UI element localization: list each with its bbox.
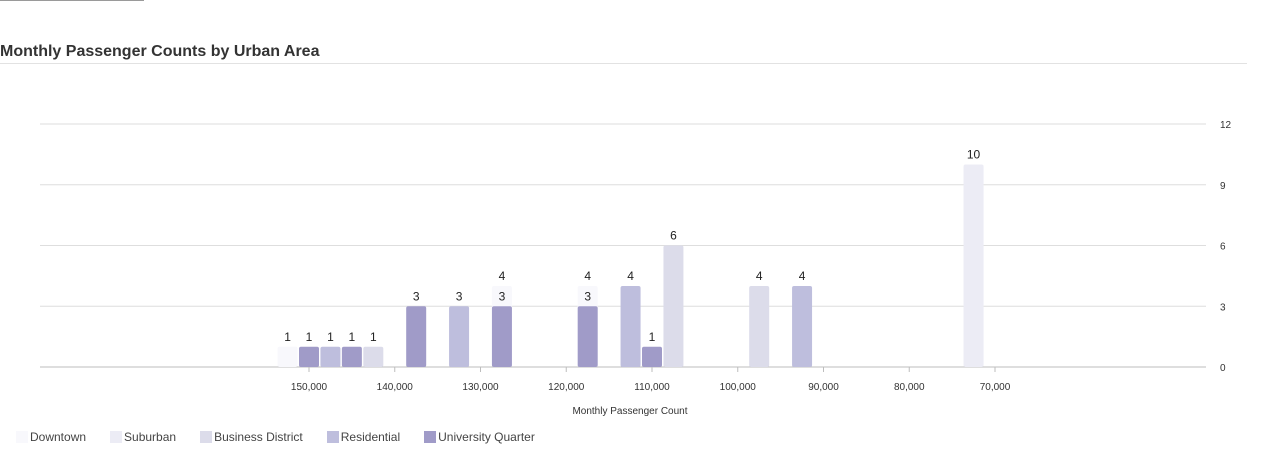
y-tick-label: 12 (1220, 120, 1232, 131)
data-label: 1 (327, 330, 334, 344)
legend-item: Business District (200, 430, 303, 444)
data-label: 4 (499, 269, 506, 283)
bar (341, 346, 362, 367)
x-tick-label: 130,000 (462, 382, 499, 393)
y-tick-label: 6 (1220, 242, 1226, 253)
bar (320, 346, 341, 367)
data-label: 1 (649, 330, 656, 344)
bar (642, 346, 662, 367)
legend-swatch (110, 431, 123, 443)
x-tick-label: 120,000 (548, 382, 585, 393)
data-label: 1 (370, 330, 377, 344)
legend-label: Residential (340, 430, 401, 444)
x-tick-label: 100,000 (720, 382, 757, 393)
data-label: 3 (456, 289, 463, 303)
data-label: 3 (413, 289, 420, 303)
legend-label: Suburban (124, 430, 177, 444)
data-label: 1 (306, 330, 313, 344)
data-label: 4 (756, 269, 763, 283)
bar (963, 164, 984, 367)
legend-swatch (326, 431, 339, 443)
legend-item: Downtown (16, 430, 86, 444)
x-tick-label: 90,000 (808, 382, 839, 393)
data-label: 4 (627, 269, 634, 283)
x-tick-label: 70,000 (980, 382, 1011, 393)
x-tick-label: 80,000 (894, 382, 925, 393)
data-label: 1 (349, 330, 356, 344)
legend-swatch (424, 431, 437, 443)
bar (363, 346, 384, 367)
top-divider (0, 0, 144, 1)
y-tick-label: 3 (1220, 302, 1226, 313)
chart-title: Monthly Passenger Counts by Urban Area (0, 43, 320, 60)
data-label: 1 (284, 330, 291, 344)
legend-label: Downtown (30, 430, 87, 444)
bar (299, 346, 319, 367)
data-label: 3 (584, 289, 591, 303)
bar (792, 286, 813, 367)
x-tick-label: 150,000 (291, 382, 328, 393)
legend-item: Suburban (110, 430, 176, 444)
bar (620, 286, 641, 367)
legend-swatch (200, 431, 213, 443)
bar (491, 306, 512, 367)
y-tick-label: 9 (1220, 181, 1226, 192)
bar (449, 306, 470, 367)
bar (406, 306, 427, 367)
data-label: 4 (584, 269, 591, 283)
legend-label: Business District (214, 430, 303, 444)
legend-label: University Quarter (438, 430, 535, 444)
data-label: 3 (499, 289, 506, 303)
legend-item: Residential (326, 430, 401, 444)
chart-legend: Downtown Suburban Business District Residen… (16, 430, 559, 444)
bar (749, 286, 770, 367)
x-axis-title: Monthly Passenger Count (572, 406, 687, 417)
bar (663, 245, 684, 367)
legend-item: University Quarter (424, 430, 535, 444)
data-label: 4 (799, 269, 806, 283)
x-tick-label: 110,000 (634, 382, 670, 393)
data-label: 10 (967, 148, 981, 162)
y-tick-label: 0 (1220, 363, 1226, 374)
x-tick-label: 140,000 (377, 382, 414, 393)
title-divider (0, 63, 1247, 64)
bar (277, 346, 298, 367)
bar (577, 306, 598, 367)
legend-swatch (16, 431, 28, 443)
data-label: 6 (670, 229, 677, 243)
